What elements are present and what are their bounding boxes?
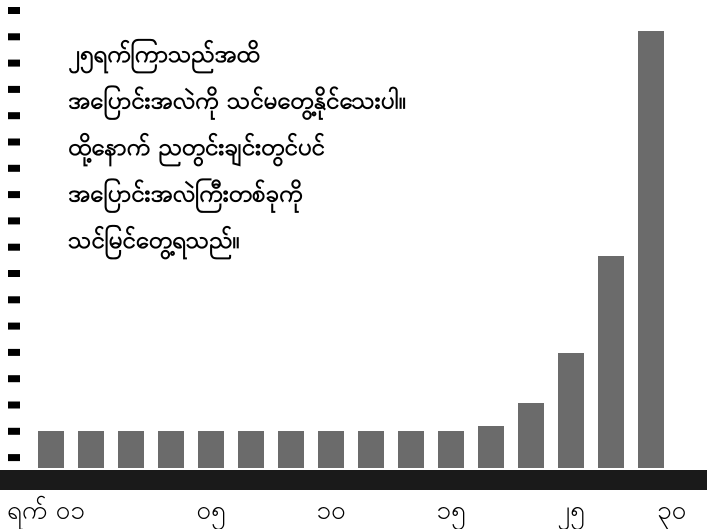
axis-dash	[8, 243, 20, 251]
axis-dash	[8, 59, 20, 67]
axis-dash	[8, 348, 20, 356]
bar	[478, 426, 504, 468]
axis-dash	[8, 454, 20, 462]
annotation-line: သင်မြင်တွေ့ရသည်။	[68, 224, 239, 260]
x-tick-label: ၁၅	[436, 496, 466, 529]
bar	[358, 431, 384, 468]
axis-dash	[8, 138, 20, 146]
x-tick-label: ၁၀	[316, 496, 346, 526]
bar	[118, 431, 144, 468]
axis-dash	[8, 270, 20, 277]
axis-dash	[8, 112, 20, 120]
bar	[158, 431, 184, 468]
annotation-line: အပြောင်းအလဲကို သင်မတွေ့နိုင်သေးပါ။	[68, 85, 406, 121]
axis-dash	[8, 164, 20, 172]
bar	[198, 431, 224, 468]
x-tick-label: ရက် ၀၁	[7, 495, 85, 529]
x-tick-label: ၃၀	[657, 496, 687, 529]
axis-dash	[8, 191, 20, 199]
bar	[318, 431, 344, 468]
bar	[78, 431, 104, 468]
bar	[438, 431, 464, 468]
annotation-line: အပြောင်းအလဲကြီးတစ်ခုကို	[68, 178, 303, 214]
bar	[558, 353, 584, 468]
axis-dash	[8, 296, 20, 304]
annotation-line: ထို့နောက် ညတွင်းချင်းတွင်ပင်	[68, 132, 325, 167]
axis-dash	[8, 427, 20, 435]
axis-dash	[8, 33, 20, 41]
axis-dash	[8, 85, 20, 93]
bar	[598, 256, 624, 468]
axis-dash	[8, 7, 20, 14]
x-axis-band	[0, 470, 707, 490]
bar	[278, 431, 304, 468]
bar	[518, 403, 544, 468]
axis-dash	[8, 375, 20, 383]
axis-dash	[8, 401, 20, 409]
bar	[238, 431, 264, 468]
axis-dash	[8, 217, 20, 225]
bar	[38, 431, 64, 468]
bar	[638, 31, 664, 468]
axis-dash	[8, 322, 20, 330]
x-tick-label: ၂၅	[557, 496, 585, 529]
annotation-line: ၂၅ရက်ကြာသည်အထိ	[68, 38, 260, 74]
x-tick-label: ၀၅	[196, 496, 226, 529]
bar	[398, 431, 424, 468]
